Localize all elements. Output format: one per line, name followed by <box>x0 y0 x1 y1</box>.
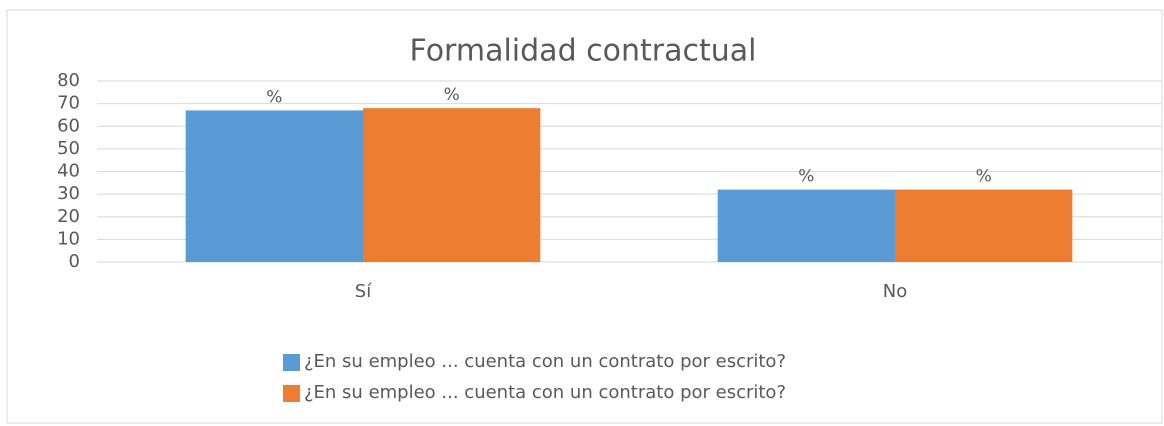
legend-swatch <box>283 385 300 402</box>
y-tick-label: 80 <box>57 70 80 91</box>
legend-label: ¿En su empleo ... cuenta con un contrato… <box>304 351 786 372</box>
data-label: % <box>266 87 282 107</box>
data-label: % <box>798 167 814 187</box>
y-tick-label: 60 <box>57 115 80 136</box>
chart-title: Formalidad contractual <box>410 34 757 69</box>
bar <box>363 108 541 263</box>
data-label: % <box>976 167 992 187</box>
bar <box>717 189 895 262</box>
y-tick-label: 0 <box>69 251 80 272</box>
y-tick-label: 30 <box>57 183 80 204</box>
bar <box>895 189 1073 262</box>
data-label: % <box>444 85 460 105</box>
y-tick-label: 20 <box>57 206 80 227</box>
y-tick-label: 70 <box>57 93 80 114</box>
x-tick-label: Sí <box>355 281 372 302</box>
y-tick-label: 50 <box>57 138 80 159</box>
bar <box>185 110 363 262</box>
y-tick-label: 10 <box>57 228 80 249</box>
legend-swatch <box>283 354 300 371</box>
legend-label: ¿En su empleo ... cuenta con un contrato… <box>304 382 786 403</box>
y-tick-label: 40 <box>57 161 80 182</box>
x-tick-label: No <box>883 281 907 302</box>
